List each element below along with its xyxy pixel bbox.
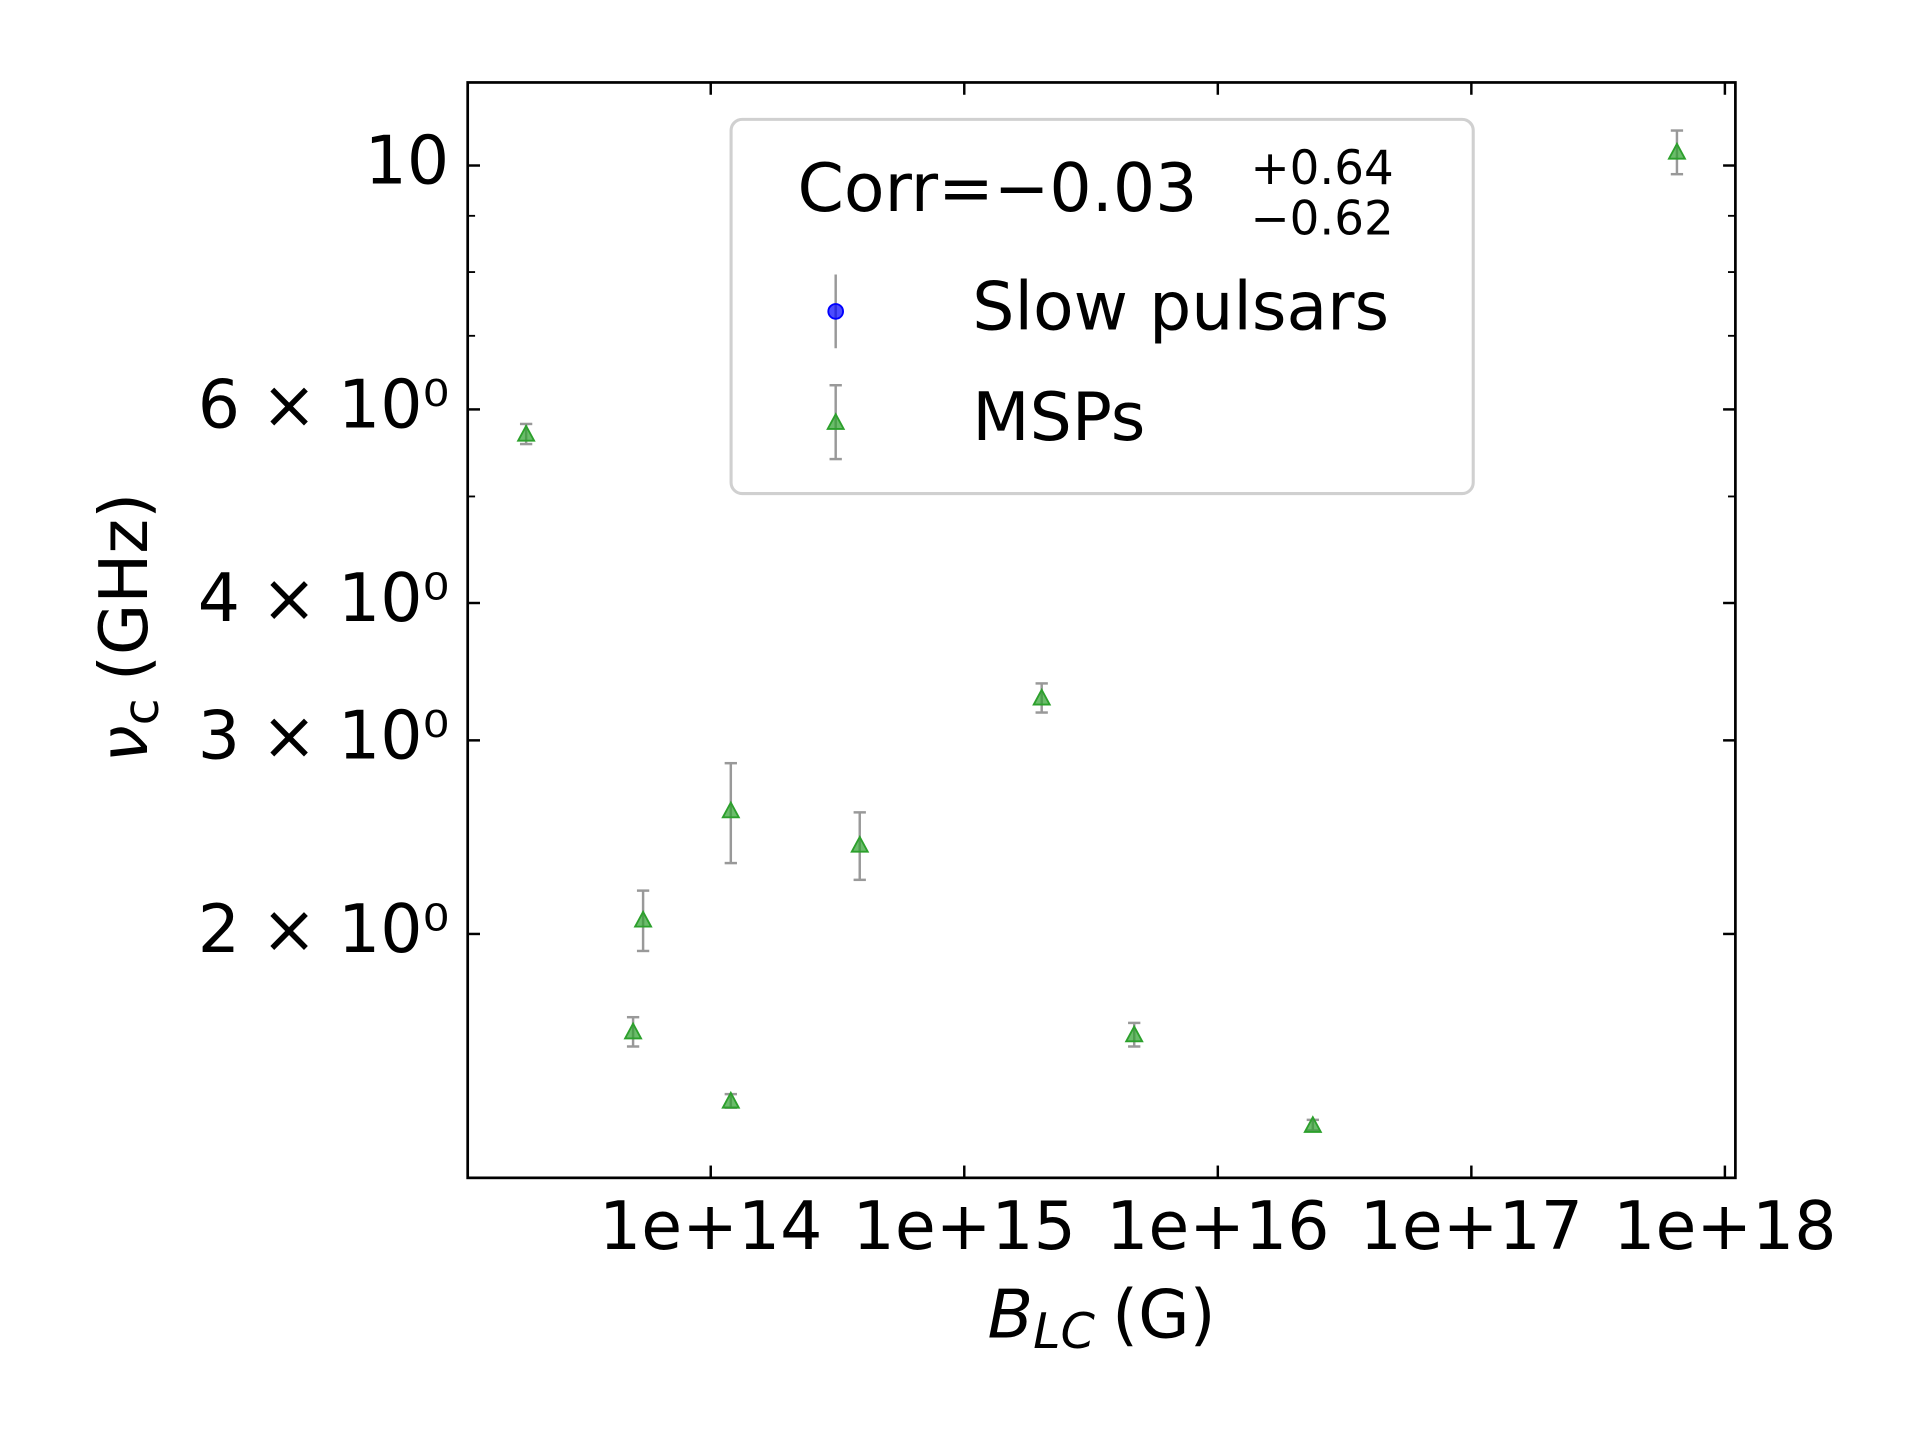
x-tick-label: 1e+17 [1360, 1187, 1583, 1265]
marker-triangle [1032, 687, 1052, 706]
x-label-sub: LC [1033, 1302, 1095, 1360]
x-tick-label: 1e+18 [1613, 1187, 1836, 1265]
marker-triangle [1303, 1115, 1323, 1133]
plot-area [516, 129, 1687, 1133]
y-label-main: ν [85, 725, 163, 762]
x-label-main: B [988, 1275, 1034, 1353]
axes-frame [466, 81, 1737, 1180]
x-axis-label: BLC (G) [988, 1275, 1216, 1359]
y-label-unit: (GHz) [85, 493, 163, 681]
legend-title: Corr=−0.03 +0.64 −0.62 [798, 142, 1394, 246]
legend-label: Slow pulsars [972, 267, 1389, 345]
y-tick-label: 4 × 10⁰ [198, 559, 449, 637]
marker-triangle [623, 1021, 643, 1040]
y-tick-label: 2 × 10⁰ [198, 890, 449, 968]
legend-box [729, 117, 1475, 496]
y-tick-label: 10 [365, 122, 450, 200]
legend-title-sup: +0.64 [1250, 142, 1393, 196]
marker-triangle [826, 412, 846, 430]
marker-triangle [850, 834, 870, 853]
x-tick-label: 1e+14 [599, 1187, 822, 1265]
x-tick-label: 1e+15 [853, 1187, 1076, 1265]
y-axis-label: νc (GHz) [85, 493, 169, 763]
marker-triangle [1667, 141, 1687, 160]
marker-triangle [633, 909, 653, 928]
y-label-sub: c [112, 698, 170, 725]
y-tick-label: 3 × 10⁰ [198, 696, 449, 774]
legend-title-main: Corr=−0.03 [798, 149, 1198, 227]
legend: Corr=−0.03 +0.64 −0.62 Slow pulsars MSPs [729, 117, 1475, 496]
marker-triangle [516, 423, 536, 442]
marker-triangle [721, 1090, 741, 1109]
x-tick-label: 1e+16 [1106, 1187, 1329, 1265]
marker-triangle [1124, 1024, 1144, 1043]
marker-circle [827, 303, 844, 320]
x-label-unit: (G) [1112, 1275, 1215, 1353]
legend-label: MSPs [972, 378, 1145, 456]
marker-triangle [721, 800, 741, 819]
y-tick-label: 6 × 10⁰ [198, 365, 449, 443]
legend-title-sub: −0.62 [1250, 192, 1393, 246]
